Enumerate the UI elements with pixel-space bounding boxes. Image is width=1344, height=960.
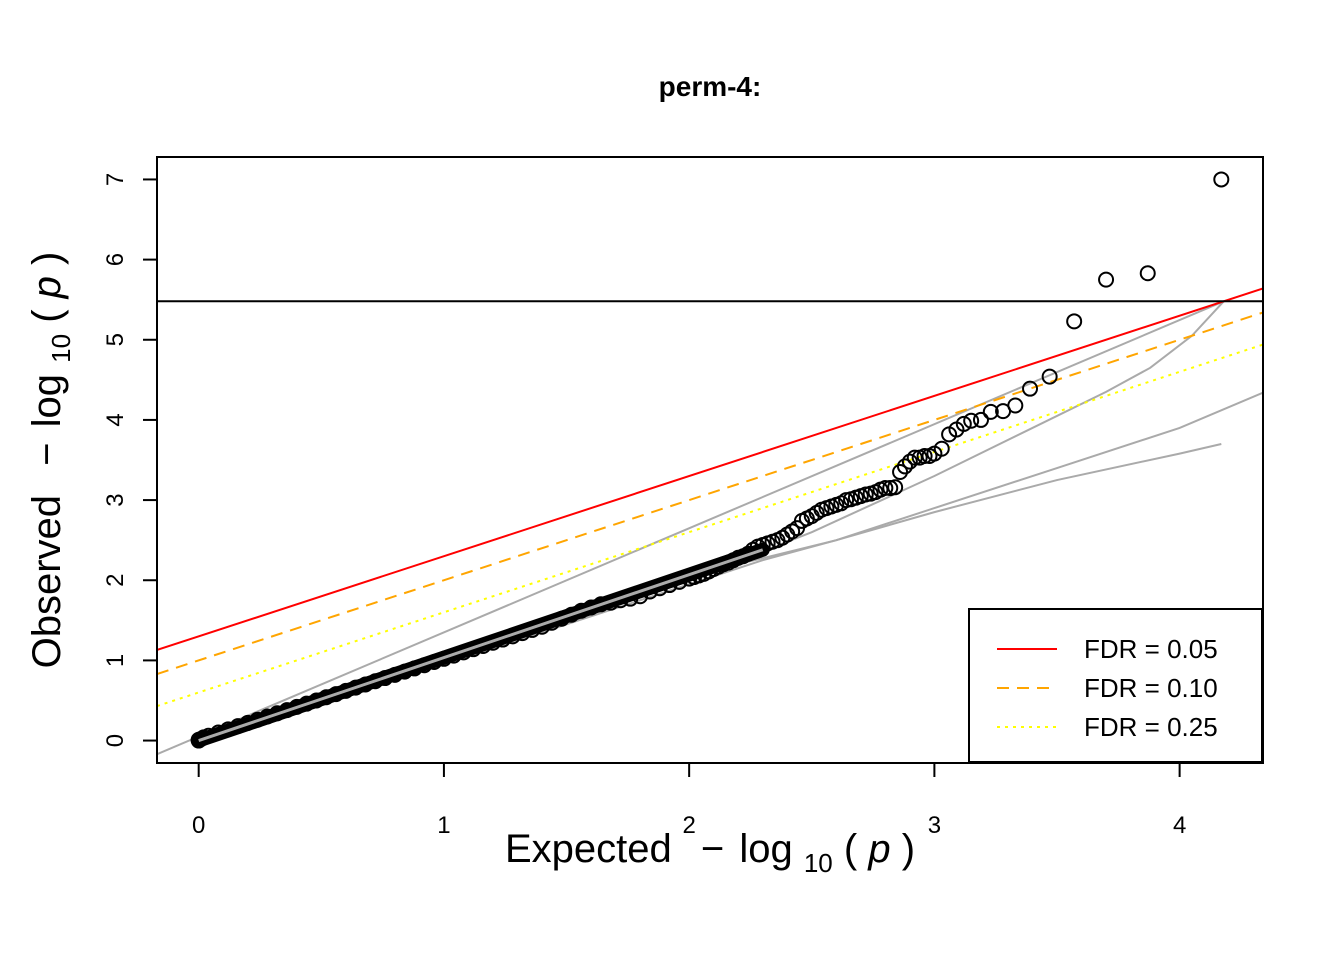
data-point — [906, 449, 923, 466]
y-axis-label-prefix: Observed — [25, 495, 69, 668]
data-point — [1139, 265, 1156, 282]
data-points — [190, 171, 1230, 749]
data-point — [941, 426, 958, 443]
x-axis-label-close: ) — [902, 827, 915, 871]
fdr-line-1 — [157, 311, 1263, 675]
y-tick-label: 7 — [102, 173, 129, 186]
reference-line-identity — [157, 300, 1225, 756]
x-axis-label-prefix: Expected — [505, 827, 672, 871]
y-tick-label: 1 — [102, 654, 129, 667]
y-tick-label: 3 — [102, 493, 129, 506]
legend-label: FDR = 0.10 — [1084, 673, 1218, 703]
x-axis-label-minus: − — [701, 827, 724, 871]
x-axis-label-log: log — [739, 827, 792, 871]
x-tick-label: 1 — [437, 812, 450, 839]
legend-box — [968, 608, 1263, 763]
y-axis: 0 1 2 3 4 5 6 7 — [102, 173, 158, 747]
x-tick-label: 3 — [928, 812, 941, 839]
y-tick-label: 2 — [102, 574, 129, 587]
legend: FDR = 0.05 FDR = 0.10 FDR = 0.25 — [968, 608, 1263, 763]
data-point — [813, 501, 830, 518]
y-tick-label: 6 — [102, 253, 129, 266]
y-tick-label: 5 — [102, 333, 129, 346]
x-tick-label: 0 — [192, 812, 205, 839]
data-point — [892, 464, 909, 481]
data-point — [1041, 368, 1058, 385]
data-point — [901, 453, 918, 470]
fdr-line-2 — [157, 343, 1263, 708]
data-point — [1022, 380, 1039, 397]
x-axis-label-sub: 10 — [804, 848, 833, 878]
x-axis: 0 1 2 3 4 — [192, 762, 1186, 839]
y-axis-label: Observed − log 10 ( p ) — [25, 252, 79, 669]
y-axis-label-sub: 10 — [46, 334, 76, 363]
x-tick-label: 4 — [1173, 812, 1186, 839]
data-point — [972, 411, 989, 428]
data-point — [784, 523, 801, 540]
y-tick-label: 0 — [102, 734, 129, 747]
data-point — [911, 449, 928, 466]
y-tick-label: 4 — [102, 413, 129, 426]
fdr-lines — [157, 287, 1263, 708]
reference-line-ci-lower-2 — [737, 442, 1222, 566]
y-axis-label-minus: − — [25, 442, 69, 465]
y-axis-label-log: log — [25, 374, 69, 427]
data-point — [995, 403, 1012, 420]
y-axis-label-close: ) — [25, 252, 69, 265]
legend-label: FDR = 0.05 — [1084, 634, 1218, 664]
fdr-line-0 — [157, 287, 1263, 651]
data-point — [1098, 271, 1115, 288]
data-point — [1213, 171, 1230, 188]
legend-label: FDR = 0.25 — [1084, 712, 1218, 742]
x-axis-label: Expected − log 10 ( p ) — [505, 827, 915, 881]
y-axis-label-open: ( — [25, 309, 69, 323]
chart-title: perm-4: — [659, 71, 762, 102]
data-point — [963, 412, 980, 429]
y-axis-label-var: p — [25, 276, 69, 299]
data-point — [1066, 313, 1083, 330]
x-axis-label-open: ( — [844, 827, 858, 871]
data-point — [882, 480, 899, 497]
x-tick-label: 2 — [682, 812, 695, 839]
dense-reference-overlay — [198, 548, 764, 742]
x-axis-label-var: p — [867, 827, 890, 871]
data-point — [982, 403, 999, 420]
data-point — [896, 458, 913, 475]
